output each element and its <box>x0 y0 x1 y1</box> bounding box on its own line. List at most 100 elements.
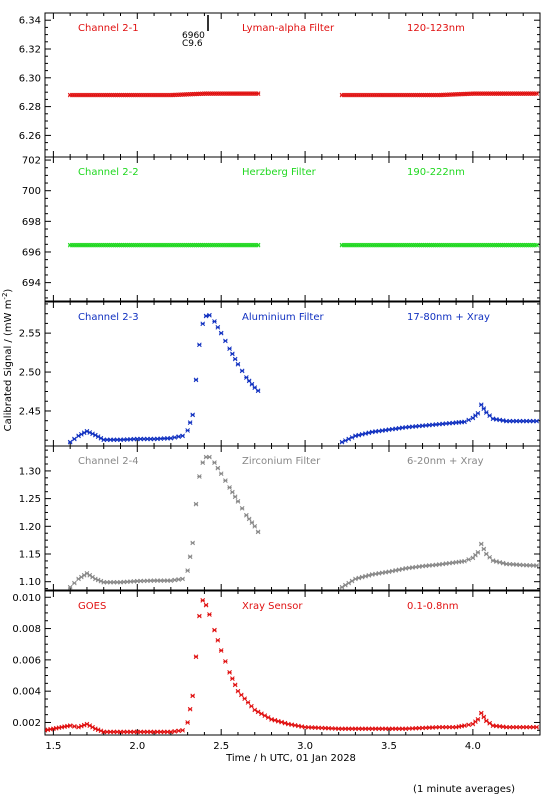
data-point <box>346 580 352 586</box>
data-point <box>185 720 190 725</box>
data-point <box>255 529 261 535</box>
data-point <box>400 566 405 572</box>
y-tick-label: 698 <box>22 217 41 228</box>
data-point <box>197 342 202 348</box>
data-point <box>176 577 182 582</box>
y-tick-label: 702 <box>22 156 41 167</box>
y-tick-label: 6.28 <box>19 102 41 113</box>
data-series <box>67 91 539 98</box>
y-tick-label: 1.25 <box>19 494 41 505</box>
data-point <box>230 489 235 495</box>
x-tick-label: 4.0 <box>465 741 481 752</box>
flare-event-number: 6960 <box>182 31 205 41</box>
y-axis-label: Calibrated Signal / (mW m-2) <box>1 289 14 432</box>
panel-3: 2.45 2.50 2.55 Channel 2-3 Aluminium Filter 1… <box>19 301 541 447</box>
panel-band-label: 6-20nm + Xray <box>407 456 484 467</box>
y-tick-label: 2.50 <box>19 368 41 379</box>
data-point <box>185 428 190 433</box>
panel-band-label: 190-222nm <box>407 167 465 178</box>
panel-channel-label: Channel 2-1 <box>78 23 139 34</box>
data-point <box>227 346 232 352</box>
data-point <box>242 696 248 702</box>
data-point <box>187 706 193 712</box>
data-point <box>197 613 202 619</box>
panel-channel-label: Channel 2-3 <box>78 312 139 323</box>
data-point <box>193 654 199 660</box>
data-point <box>534 724 539 730</box>
data-point <box>500 560 506 566</box>
data-point <box>363 573 368 579</box>
data-point <box>193 377 199 383</box>
y-tick-label: 1.15 <box>19 550 41 561</box>
data-point <box>462 723 467 728</box>
data-point <box>72 436 77 442</box>
data-point <box>207 312 212 318</box>
data-point <box>239 505 245 511</box>
data-point <box>180 433 185 439</box>
y-tick-label: 2.45 <box>19 406 41 417</box>
data-point <box>353 433 358 439</box>
data-point <box>215 465 221 471</box>
panel-frame <box>44 590 541 736</box>
data-point <box>218 648 224 653</box>
panel-channel-label: Channel 2-2 <box>78 167 139 178</box>
y-tick-label: 6.26 <box>19 131 41 142</box>
data-point <box>494 559 499 564</box>
data-point <box>359 574 365 580</box>
data-point <box>232 682 238 688</box>
data-series <box>45 598 539 735</box>
data-point <box>245 700 251 705</box>
y-tick-label: 1.10 <box>19 577 41 588</box>
data-point <box>215 637 221 643</box>
data-point <box>366 430 372 436</box>
data-point <box>483 551 489 557</box>
data-point <box>207 454 212 460</box>
data-point <box>252 523 258 529</box>
data-point <box>212 319 217 324</box>
data-point <box>269 716 274 722</box>
data-point <box>190 540 196 546</box>
panel-frame <box>44 445 541 591</box>
x-tick-label: 3.0 <box>297 741 313 752</box>
data-point <box>232 494 238 500</box>
data-point <box>487 720 493 726</box>
data-point <box>203 602 209 608</box>
data-point <box>466 417 472 423</box>
data-point <box>67 439 73 445</box>
panel-filter-label: Aluminium Filter <box>242 312 325 323</box>
data-point <box>386 569 392 575</box>
data-point <box>389 568 395 574</box>
y-tick-label: 696 <box>22 247 41 258</box>
data-point <box>190 693 196 699</box>
data-point <box>176 434 182 440</box>
data-point <box>212 460 217 465</box>
data-point <box>172 577 178 583</box>
data-point <box>462 419 467 425</box>
data-point <box>343 582 348 588</box>
data-point <box>176 728 182 734</box>
data-point <box>223 338 228 344</box>
data-point <box>238 692 244 698</box>
data-point <box>356 432 362 438</box>
data-point <box>249 703 254 709</box>
y-tick-label: 2.55 <box>19 329 41 340</box>
data-point <box>200 460 206 465</box>
panel-filter-label: Zirconium Filter <box>242 456 321 467</box>
panel-band-label: 17-80nm + Xray <box>407 312 490 323</box>
footnote: (1 minute averages) <box>413 784 515 795</box>
flare-event-class: C9.6 <box>182 39 203 49</box>
data-point <box>203 313 209 319</box>
data-point <box>180 576 185 582</box>
data-point <box>249 520 255 525</box>
data-point <box>67 723 73 728</box>
data-point <box>168 729 174 735</box>
panel-frame <box>44 12 541 158</box>
data-point <box>227 670 232 675</box>
data-point <box>490 558 496 563</box>
panel-5: 0.002 0.004 0.006 0.008 0.010 1.5 2.0 2.5 3.0 3.5… <box>12 590 541 752</box>
data-point <box>396 567 402 573</box>
data-point <box>339 584 345 590</box>
panel-filter-label: Xray Sensor <box>242 601 303 612</box>
data-point <box>478 541 484 547</box>
